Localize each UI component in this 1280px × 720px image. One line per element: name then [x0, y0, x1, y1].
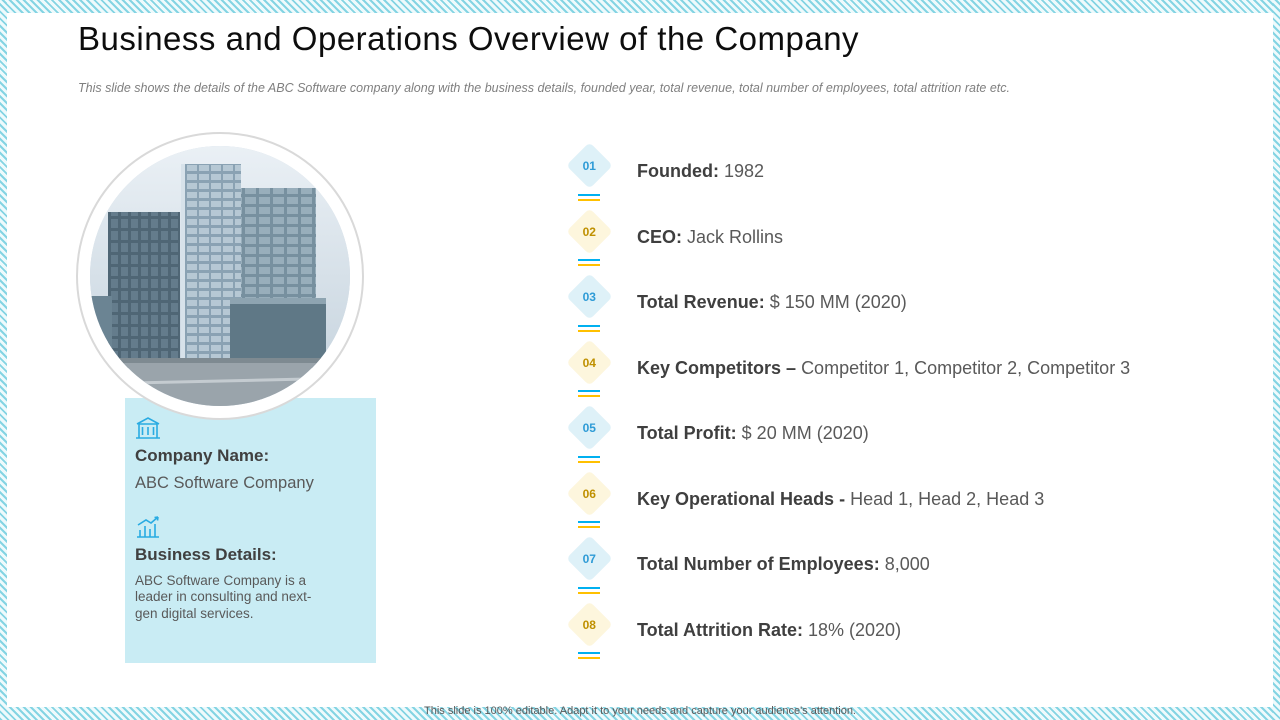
diamond-shape: 06: [565, 470, 613, 517]
fact-number: 06: [582, 486, 596, 501]
fact-row-operational-heads: 06 Key Operational Heads - Head 1, Head …: [565, 467, 1155, 533]
fact-badge: 04: [565, 338, 613, 399]
business-details-label: Business Details:: [135, 545, 277, 564]
fact-label: Key Operational Heads -: [637, 488, 846, 509]
fact-value: Head 1, Head 2, Head 3: [850, 488, 1045, 509]
city-buildings-photo: [90, 146, 350, 406]
diamond-shape: 01: [565, 142, 613, 190]
decoration-lines: [578, 389, 600, 399]
diamond-shape: 02: [565, 208, 613, 255]
fact-badge: 03: [565, 272, 613, 333]
fact-number: 04: [582, 355, 596, 370]
fact-value: 8,000: [884, 554, 930, 575]
company-name-value: ABC Software Company: [135, 474, 314, 492]
company-name-label: Company Name:: [135, 446, 270, 465]
fact-label: Total Revenue:: [637, 292, 765, 313]
fact-row-total-revenue: 03 Total Revenue: $ 150 MM (2020): [565, 270, 1155, 336]
fact-label: Founded:: [637, 161, 719, 182]
fact-badge: 07: [565, 534, 613, 595]
fact-label: Total Profit:: [637, 423, 737, 444]
fact-badge: 05: [565, 403, 613, 464]
fact-number: 03: [582, 289, 596, 304]
page-title: Business and Operations Overview of the …: [78, 20, 860, 57]
fact-text: Total Attrition Rate: 18% (2020): [637, 619, 901, 642]
fact-text: CEO: Jack Rollins: [637, 226, 783, 249]
fact-value: 18% (2020): [808, 619, 902, 640]
slide-border-right: [1273, 0, 1280, 720]
fact-number: 01: [582, 158, 596, 173]
fact-label: Key Competitors –: [637, 357, 797, 378]
slide-border-left: [0, 0, 7, 720]
fact-label: Total Attrition Rate:: [637, 619, 803, 640]
growth-chart-icon: [137, 516, 159, 538]
building-icon: [136, 417, 160, 439]
diamond-shape: 08: [565, 601, 613, 648]
fact-text: Total Revenue: $ 150 MM (2020): [637, 291, 907, 314]
fact-number: 02: [582, 224, 596, 239]
fact-row-key-competitors: 04 Key Competitors – Competitor 1, Compe…: [565, 336, 1155, 402]
fact-value: 1982: [724, 161, 765, 182]
fact-value: $ 20 MM (2020): [741, 423, 869, 444]
decoration-lines: [578, 192, 600, 202]
decoration-lines: [578, 585, 600, 595]
fact-text: Total Profit: $ 20 MM (2020): [637, 422, 869, 445]
diamond-shape: 07: [565, 535, 613, 583]
fact-number: 05: [582, 420, 596, 435]
decoration-lines: [578, 520, 600, 530]
decoration-lines: [578, 258, 600, 268]
fact-row-attrition-rate: 08 Total Attrition Rate: 18% (2020): [565, 598, 1155, 664]
diamond-shape: 05: [565, 404, 613, 452]
fact-value: Competitor 1, Competitor 2, Competitor 3: [801, 357, 1131, 378]
fact-badge: 06: [565, 469, 613, 530]
fact-badge: 08: [565, 600, 613, 661]
fact-row-total-profit: 05 Total Profit: $ 20 MM (2020): [565, 401, 1155, 467]
business-details-text: ABC Software Company is a leader in cons…: [135, 573, 312, 621]
fact-text: Total Number of Employees: 8,000: [637, 553, 930, 576]
fact-label: Total Number of Employees:: [637, 554, 880, 575]
decoration-lines: [578, 454, 600, 464]
company-info-card: Company Name: ABC Software Company Busin…: [125, 398, 376, 663]
fact-label: CEO:: [637, 226, 682, 247]
fact-badge: 02: [565, 207, 613, 268]
decoration-lines: [578, 323, 600, 333]
diamond-shape: 03: [565, 273, 613, 321]
fact-number: 08: [582, 617, 596, 632]
slide-border-top: [0, 0, 1280, 13]
diamond-shape: 04: [565, 339, 613, 386]
fact-row-total-employees: 07 Total Number of Employees: 8,000: [565, 532, 1155, 598]
fact-text: Key Operational Heads - Head 1, Head 2, …: [637, 488, 1044, 511]
fact-text: Founded: 1982: [637, 160, 764, 183]
slide-subtitle: This slide shows the details of the ABC …: [78, 81, 1010, 95]
fact-number: 07: [582, 551, 596, 566]
buildings-illustration: [90, 146, 350, 406]
facts-list: 01 Founded: 1982 02 CEO: Jack Rollins 03…: [565, 139, 1155, 663]
fact-row-ceo: 02 CEO: Jack Rollins: [565, 205, 1155, 271]
fact-value: Jack Rollins: [687, 226, 784, 247]
editable-note: This slide is 100% editable. Adapt it to…: [424, 705, 856, 717]
fact-text: Key Competitors – Competitor 1, Competit…: [637, 357, 1130, 380]
fact-badge: 01: [565, 141, 613, 202]
fact-value: $ 150 MM (2020): [769, 292, 907, 313]
photo-ring: [76, 132, 364, 420]
decoration-lines: [578, 651, 600, 661]
slide-border-bottom: [0, 707, 1280, 720]
fact-row-founded: 01 Founded: 1982: [565, 139, 1155, 205]
